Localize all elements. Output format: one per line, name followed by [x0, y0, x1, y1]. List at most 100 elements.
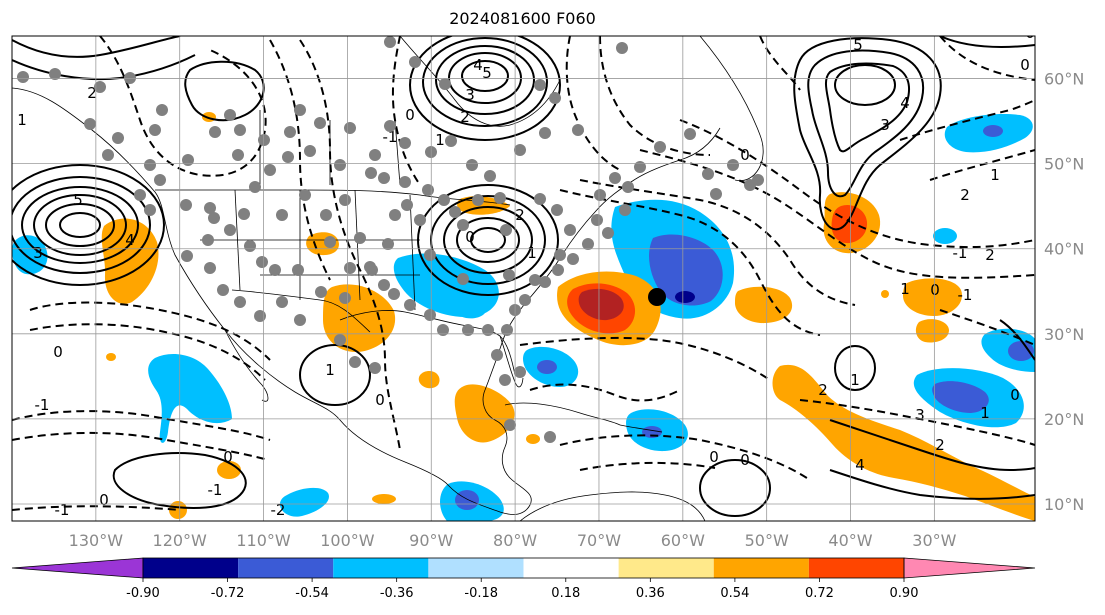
station-dot — [209, 126, 221, 138]
colorbar: -0.90 -0.72 -0.54 -0.36 -0.18 0.18 0.36 0.54 0.7… — [11, 557, 1036, 601]
contour-value-label: 2 — [515, 206, 525, 224]
station-dot — [503, 269, 515, 281]
anomaly-orange-pacific-south3 — [169, 501, 187, 519]
contour-dashed — [599, 36, 711, 156]
anomaly-orange-southcaribbean — [526, 434, 540, 444]
station-dot — [534, 79, 546, 91]
contour-value-label: 1 — [527, 244, 537, 262]
contour-dashed — [29, 323, 266, 381]
station-dot — [354, 232, 366, 244]
station-dot — [232, 149, 244, 161]
station-dot — [234, 296, 246, 308]
lon-tick-label: 130°W — [69, 531, 124, 550]
contour-solid — [299, 344, 371, 406]
station-dot — [204, 262, 216, 274]
station-dot — [634, 161, 646, 173]
station-dot — [504, 419, 516, 431]
contour-solid — [443, 206, 533, 274]
station-dot — [572, 124, 584, 136]
station-dot — [619, 204, 631, 216]
station-dot — [17, 71, 29, 83]
coastlines-and-borders — [12, 36, 764, 521]
coastline-hispaniola — [619, 424, 663, 433]
lon-tick-label: 80°W — [493, 531, 537, 550]
contour-value-label: 5 — [482, 64, 492, 82]
station-dot — [457, 219, 469, 231]
contour-value-label: 5 — [853, 36, 863, 54]
contour-solid — [834, 64, 896, 106]
latitude-labels: 10°N 20°N 30°N 40°N 50°N 60°N — [1044, 70, 1084, 514]
contour-value-label: 4 — [473, 56, 483, 74]
contour-dashed — [529, 383, 681, 402]
contour-value-label: 0 — [740, 146, 750, 164]
station-dot — [144, 159, 156, 171]
colorbar-tick-label: -0.90 — [126, 586, 160, 601]
contour-value-label: 0 — [1025, 24, 1035, 42]
anomaly-contours — [12, 36, 1035, 517]
anomaly-blue-panama-dark — [455, 490, 479, 510]
contour-value-label: -1 — [383, 128, 398, 146]
contour-dashed — [519, 336, 771, 381]
colorbar-labels: -0.90 -0.72 -0.54 -0.36 -0.18 0.18 0.36 0.54 0.7… — [126, 586, 918, 601]
station-dot — [224, 224, 236, 236]
station-dot — [264, 164, 276, 176]
contour-value-label: -1 — [958, 286, 973, 304]
anomaly-red-midatl — [831, 204, 868, 244]
contour-value-label: 2 — [960, 186, 970, 204]
station-dot — [217, 284, 229, 296]
contour-dashed — [899, 99, 1035, 141]
colorbar-block — [238, 558, 334, 578]
contour-solid — [409, 36, 561, 141]
station-dot — [544, 431, 556, 443]
contour-dashed — [269, 39, 331, 281]
station-dot — [180, 199, 192, 211]
station-dot — [202, 234, 214, 246]
anomaly-blue-pacific-south — [279, 487, 329, 517]
contour-value-label: 1 — [990, 166, 1000, 184]
station-dot — [494, 192, 506, 204]
contour-solid — [12, 36, 181, 58]
colorbar-arrow-right — [903, 557, 1036, 579]
station-dot — [549, 92, 561, 104]
station-dot — [134, 189, 146, 201]
contour-value-label: 2 — [87, 84, 97, 102]
station-dot — [349, 356, 361, 368]
station-dot — [339, 292, 351, 304]
storm-center-marker — [648, 288, 666, 306]
anomaly-blue-bahamas-dark — [537, 360, 557, 374]
contour-dashed — [559, 189, 821, 336]
lon-tick-label: 100°W — [320, 531, 375, 550]
station-dot — [529, 274, 541, 286]
station-dot — [102, 149, 114, 161]
station-dot — [609, 172, 621, 184]
station-dot — [156, 104, 168, 116]
anomaly-orange-pacific-south2 — [372, 494, 396, 504]
station-dot — [369, 149, 381, 161]
contour-solid — [435, 45, 535, 115]
contour-value-label: 2 — [818, 381, 828, 399]
contour-solid — [699, 459, 771, 517]
station-dot — [472, 194, 484, 206]
contour-solid — [793, 37, 942, 231]
contour-solid — [112, 452, 247, 509]
colorbar-tick-label: -0.72 — [211, 586, 245, 601]
station-dot — [482, 324, 494, 336]
station-dot — [384, 36, 396, 48]
station-dot — [457, 273, 469, 285]
colorbar-arrow-left — [11, 557, 144, 579]
contour-dashed — [391, 36, 421, 186]
contour-dashed — [929, 149, 1035, 181]
colorbar-block — [713, 558, 809, 578]
station-dot — [591, 214, 603, 226]
contour-value-label: 4 — [900, 94, 910, 112]
contour-solid — [829, 469, 1035, 500]
colorbar-tick-label: 0.36 — [636, 586, 665, 601]
station-dot — [238, 208, 250, 220]
station-dot — [684, 128, 696, 140]
station-dot — [519, 294, 531, 306]
station-dot — [727, 159, 739, 171]
station-dot — [244, 240, 256, 252]
lon-tick-label: 90°W — [409, 531, 453, 550]
contour-solid — [807, 49, 925, 198]
contour-dashed — [559, 434, 811, 481]
